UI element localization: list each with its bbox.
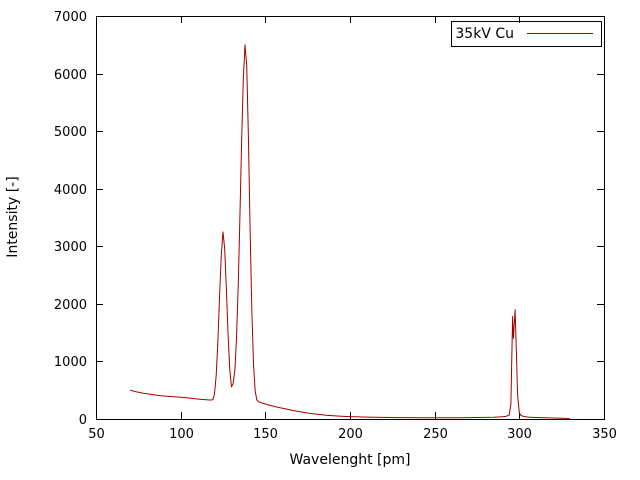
- y-tick-label: 7000: [54, 10, 87, 25]
- legend: 35kV Cu: [451, 21, 602, 47]
- y-tick-label: 1000: [54, 355, 87, 370]
- x-tick-label: 150: [253, 427, 278, 442]
- data-series-group: [129, 44, 571, 420]
- x-tick-label: 250: [423, 427, 448, 442]
- legend-label: 35kV Cu: [455, 26, 514, 42]
- y-tick-label: 4000: [54, 183, 87, 198]
- y-axis-label: Intensity [-]: [5, 176, 21, 257]
- y-tick-label: 5000: [54, 125, 87, 140]
- y-tick-label: 3000: [54, 240, 87, 255]
- plot-border: [96, 16, 605, 420]
- x-tick-label: 300: [507, 427, 532, 442]
- y-tick-label: 2000: [54, 298, 87, 313]
- y-tick-label: 0: [79, 413, 87, 428]
- x-tick-label: 50: [88, 427, 105, 442]
- x-tick-label: 200: [338, 427, 363, 442]
- plot-frame: 50 100 150 200 250 300 350 0 1000 2000 3000 4000 500…: [54, 10, 617, 442]
- x-axis-label: Wavelenght [pm]: [290, 452, 411, 468]
- spectrum-line: [129, 44, 571, 420]
- y-tick-label: 6000: [54, 68, 87, 83]
- x-tick-label: 350: [592, 427, 617, 442]
- x-tick-label: 100: [169, 427, 194, 442]
- legend-box: [451, 21, 602, 47]
